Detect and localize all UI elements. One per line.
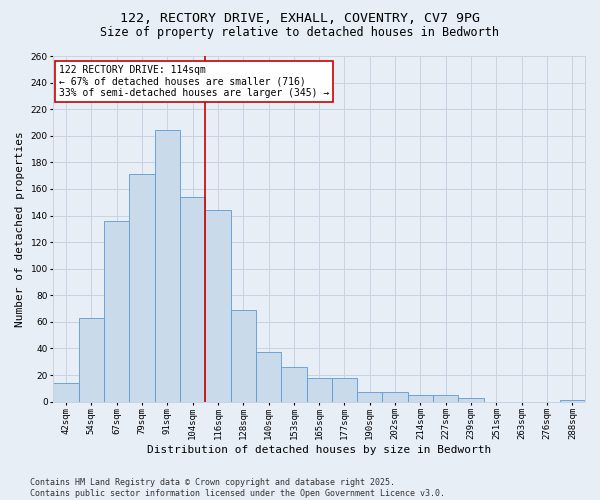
Bar xyxy=(155,130,180,402)
Bar xyxy=(230,310,256,402)
Bar xyxy=(256,352,281,402)
Bar xyxy=(433,395,458,402)
Bar xyxy=(281,367,307,402)
X-axis label: Distribution of detached houses by size in Bedworth: Distribution of detached houses by size … xyxy=(147,445,491,455)
Bar xyxy=(408,395,433,402)
Text: 122 RECTORY DRIVE: 114sqm
← 67% of detached houses are smaller (716)
33% of semi: 122 RECTORY DRIVE: 114sqm ← 67% of detac… xyxy=(59,64,329,98)
Bar xyxy=(79,318,104,402)
Bar xyxy=(104,221,130,402)
Text: Size of property relative to detached houses in Bedworth: Size of property relative to detached ho… xyxy=(101,26,499,39)
Bar xyxy=(560,400,585,402)
Bar xyxy=(53,383,79,402)
Bar xyxy=(130,174,155,402)
Bar xyxy=(205,210,230,402)
Bar xyxy=(332,378,357,402)
Bar xyxy=(180,197,205,402)
Text: 122, RECTORY DRIVE, EXHALL, COVENTRY, CV7 9PG: 122, RECTORY DRIVE, EXHALL, COVENTRY, CV… xyxy=(120,12,480,26)
Text: Contains HM Land Registry data © Crown copyright and database right 2025.
Contai: Contains HM Land Registry data © Crown c… xyxy=(30,478,445,498)
Bar xyxy=(307,378,332,402)
Bar xyxy=(458,398,484,402)
Bar xyxy=(357,392,382,402)
Y-axis label: Number of detached properties: Number of detached properties xyxy=(15,131,25,326)
Bar xyxy=(382,392,408,402)
